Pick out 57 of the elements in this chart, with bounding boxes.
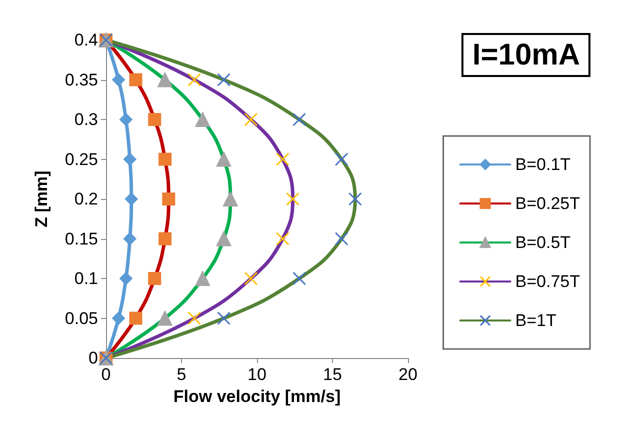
y-tick-label: 0.25	[64, 150, 98, 169]
x-tick-label: 5	[176, 365, 186, 384]
point	[217, 73, 231, 86]
point	[292, 272, 306, 286]
point	[348, 192, 362, 206]
point	[157, 72, 172, 88]
y-tick-label: 0.3	[74, 110, 98, 129]
y-tick-label: 0.05	[64, 308, 98, 328]
point	[195, 112, 210, 127]
text: I=10mA	[472, 38, 580, 72]
point	[119, 272, 132, 285]
point	[188, 73, 202, 86]
point	[292, 112, 306, 126]
point	[195, 271, 210, 286]
point	[158, 152, 172, 166]
legend-label: B=1T	[515, 311, 556, 330]
point	[129, 73, 142, 86]
point	[158, 232, 172, 246]
point	[334, 152, 348, 166]
point	[124, 192, 138, 206]
legend-label: B=0.25T	[515, 194, 580, 213]
point	[188, 312, 202, 325]
point	[334, 232, 348, 246]
point	[276, 152, 290, 166]
point	[112, 312, 126, 325]
x-tick-label: 20	[398, 365, 418, 384]
y-tick-label: 0.35	[64, 70, 98, 90]
legend-label: B=0.5T	[515, 233, 571, 252]
point	[148, 113, 162, 126]
point	[162, 192, 176, 206]
y-tick-label: 0.1	[74, 269, 98, 288]
point	[286, 192, 300, 206]
point	[148, 272, 162, 285]
legend-label: B=0.75T	[515, 272, 580, 291]
point	[276, 232, 290, 246]
point	[119, 113, 132, 126]
point	[129, 312, 142, 325]
point	[123, 152, 136, 166]
point	[244, 272, 258, 286]
point	[112, 73, 126, 86]
x-axis-title: Flow velocity [mm/s]	[173, 386, 341, 406]
y-tick-label: 0.15	[64, 229, 98, 248]
x-tick-label: 0	[101, 365, 111, 384]
legend-label: B=0.1T	[515, 155, 571, 174]
point	[216, 152, 232, 167]
y-axis-title: Z [mm]	[32, 170, 51, 228]
x-tick-label: 15	[323, 365, 342, 384]
y-tick-label: 0.2	[74, 190, 98, 208]
point	[222, 192, 238, 206]
point	[123, 232, 136, 246]
point	[244, 112, 258, 126]
y-tick-label: 0	[88, 348, 98, 368]
x-tick-label: 10	[248, 365, 266, 384]
point	[157, 310, 172, 326]
y-tick-label: 0.4	[74, 30, 98, 50]
point	[217, 312, 231, 325]
point	[216, 231, 232, 246]
